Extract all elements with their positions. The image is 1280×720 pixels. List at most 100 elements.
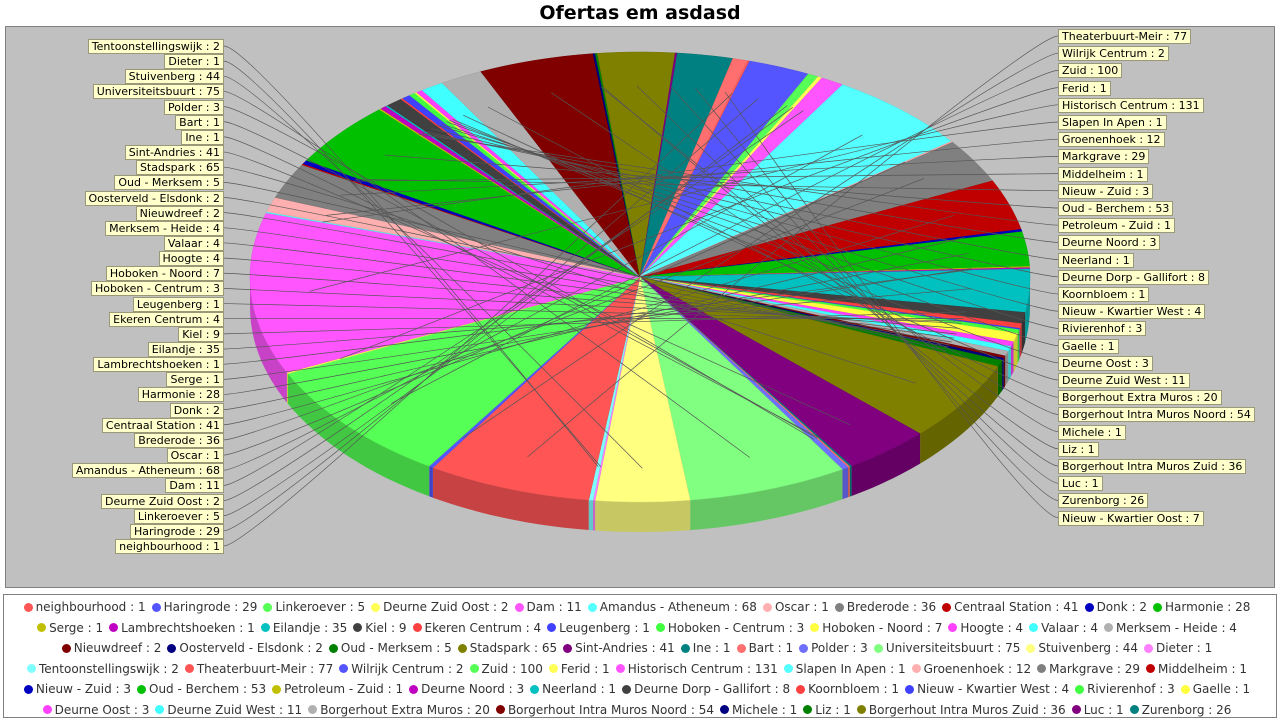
legend-item-oosterveld-elsdonk[interactable]: Oosterveld - Elsdonk : 2: [167, 641, 323, 655]
leader-centraal-station: [223, 215, 955, 426]
legend-label: Ferid : 1: [560, 661, 610, 676]
legend-item-wilrijk-centrum[interactable]: Wilrijk Centrum : 2: [339, 661, 464, 676]
legend-item-middelheim[interactable]: Middelheim : 1: [1146, 662, 1247, 676]
slice-brederode[interactable]: [639, 142, 994, 278]
legend-item-oud-berchem[interactable]: Oud - Berchem : 53: [137, 682, 266, 696]
legend-item-bart[interactable]: Bart : 1: [736, 641, 793, 655]
label-deurne-oost: Deurne Oost : 3: [1058, 355, 1153, 371]
legend-item-nieuwdreef[interactable]: Nieuwdreef : 2: [61, 641, 161, 655]
leader-linkeroever: [223, 105, 788, 516]
slice-borgerhout-extra-muros[interactable]: [441, 71, 641, 278]
slice-stuivenberg[interactable]: [594, 276, 691, 503]
leader-koornbloem: [437, 125, 1059, 295]
legend-swatch: [1037, 664, 1047, 674]
legend-item-petroleum-zuid[interactable]: Petroleum - Zuid : 1: [272, 682, 403, 696]
legend-item-dam[interactable]: Dam : 11: [514, 600, 582, 614]
legend-item-valaar[interactable]: Valaar : 4: [1029, 621, 1098, 635]
legend-item-neerland[interactable]: Neerland : 1: [530, 682, 616, 696]
slice-universiteitsbuurt[interactable]: [639, 276, 843, 501]
label-stadspark: Stadspark : 65: [135, 160, 224, 176]
slice-sint-andries[interactable]: [639, 276, 921, 467]
legend-item-tentoonstellingswijk[interactable]: Tentoonstellingswijk : 2: [27, 662, 179, 676]
legend-item-sint-andries[interactable]: Sint-Andries : 41: [563, 641, 675, 655]
legend-item-liz[interactable]: Liz : 1: [803, 703, 851, 717]
legend-item-markgrave[interactable]: Markgrave : 29: [1037, 662, 1140, 676]
legend-item-deurne-noord[interactable]: Deurne Noord : 3: [409, 682, 524, 696]
legend-label: Wilrijk Centrum : 2: [351, 661, 464, 676]
legend-item-michele[interactable]: Michele : 1: [719, 703, 797, 717]
slice-zurenborg[interactable]: [639, 52, 734, 278]
leader-nieuw-kwartier-west: [441, 123, 1059, 312]
legend-item-zuid[interactable]: Zuid : 100: [469, 662, 543, 676]
legend-item-donk[interactable]: Donk : 2: [1084, 600, 1147, 614]
legend-item-hoboken-centrum[interactable]: Hoboken - Centrum : 3: [655, 621, 804, 635]
slice-harmonie[interactable]: [639, 231, 1030, 278]
legend-item-oscar[interactable]: Oscar : 1: [762, 600, 829, 614]
legend-item-hoogte[interactable]: Hoogte : 4: [948, 621, 1023, 635]
legend-item-nieuw-kwartier-west[interactable]: Nieuw - Kwartier West : 4: [905, 682, 1069, 696]
legend-item-ferid[interactable]: Ferid : 1: [548, 661, 610, 676]
legend-item-leugenberg[interactable]: Leugenberg : 1: [547, 621, 650, 635]
legend-item-lambrechtshoeken[interactable]: Lambrechtshoeken : 1: [109, 621, 255, 635]
label-merksem-heide: Merksem - Heide : 4: [105, 220, 224, 236]
legend-item-ekeren-centrum[interactable]: Ekeren Centrum : 4: [412, 621, 541, 635]
label-gaelle: Gaelle : 1: [1058, 338, 1119, 354]
legend-item-eilandje[interactable]: Eilandje : 35: [260, 621, 347, 635]
legend-item-centraal-station[interactable]: Centraal Station : 41: [942, 600, 1079, 614]
slice-amandus-atheneum[interactable]: [639, 84, 952, 278]
label-eilandje: Eilandje : 35: [147, 342, 224, 357]
slice-oud-berchem[interactable]: [305, 109, 641, 278]
legend-item-linkeroever[interactable]: Linkeroever : 5: [263, 600, 365, 614]
legend-item-serge[interactable]: Serge : 1: [37, 621, 103, 635]
legend-item-brederode[interactable]: Brederode : 36: [834, 600, 936, 614]
leader-dieter: [223, 60, 602, 468]
legend-item-theaterbuurt-meir[interactable]: Theaterbuurt-Meir : 77: [184, 662, 333, 676]
legend-item-merksem-heide[interactable]: Merksem - Heide : 4: [1103, 621, 1237, 635]
label-deurne-noord: Deurne Noord : 3: [1058, 235, 1161, 251]
legend-item-groenenhoek[interactable]: Groenenhoek : 12: [911, 662, 1031, 676]
legend-item-hoboken-noord[interactable]: Hoboken - Noord : 7: [810, 621, 942, 635]
legend-item-koornbloem[interactable]: Koornbloem : 1: [796, 682, 899, 696]
legend-item-oud-merksem[interactable]: Oud - Merksem : 5: [328, 641, 452, 655]
legend-item-borgerhout-extra-muros[interactable]: Borgerhout Extra Muros : 20: [308, 703, 490, 717]
leader-stadspark: [223, 166, 916, 384]
slice-haringrode[interactable]: [639, 60, 809, 278]
legend-item-rivierenhof[interactable]: Rivierenhof : 3: [1075, 682, 1175, 696]
legend-swatch: [803, 705, 813, 715]
legend-item-universiteitsbuurt[interactable]: Universiteitsbuurt : 75: [873, 641, 1020, 655]
legend-item-luc[interactable]: Luc : 1: [1071, 703, 1124, 717]
legend-item-borgerhout-intra-muros-zuid[interactable]: Borgerhout Intra Muros Zuid : 36: [856, 703, 1066, 717]
legend-swatch: [37, 623, 47, 633]
legend-item-stuivenberg[interactable]: Stuivenberg : 44: [1026, 641, 1138, 655]
slice-borgerhout-intra-muros-noord[interactable]: [480, 53, 641, 278]
leader-groenenhoek: [326, 138, 1059, 216]
legend-item-slapen-in-apen[interactable]: Slapen In Apen : 1: [783, 662, 906, 676]
legend-item-deurne-oost[interactable]: Deurne Oost : 3: [42, 703, 149, 717]
slice-nieuw-kwartier-oost[interactable]: [639, 58, 748, 278]
slice-centraal-station[interactable]: [639, 180, 1022, 278]
legend-item-historisch-centrum[interactable]: Historisch Centrum : 131: [615, 662, 778, 676]
legend-item-polder[interactable]: Polder : 3: [799, 641, 868, 655]
legend-item-nieuw-zuid[interactable]: Nieuw - Zuid : 3: [23, 682, 131, 696]
legend-item-borgerhout-intra-muros-noord[interactable]: Borgerhout Intra Muros Noord : 54: [495, 703, 714, 717]
legend-item-ine[interactable]: Ine : 1: [680, 641, 731, 655]
legend-item-kiel[interactable]: Kiel : 9: [353, 621, 407, 635]
legend-item-deurne-zuid-oost[interactable]: Deurne Zuid Oost : 2: [371, 600, 509, 614]
legend-item-deurne-zuid-west[interactable]: Deurne Zuid West : 11: [155, 703, 302, 717]
legend-item-haringrode[interactable]: Haringrode : 29: [151, 600, 257, 614]
legend-item-gaelle[interactable]: Gaelle : 1: [1180, 682, 1250, 696]
slice-markgrave[interactable]: [274, 164, 641, 278]
legend-swatch: [1129, 705, 1139, 715]
leader-zurenborg: [695, 88, 1059, 501]
slice-historisch-centrum[interactable]: [249, 212, 641, 373]
legend-label: Deurne Noord : 3: [421, 682, 525, 697]
legend-item-neighbourhood[interactable]: neighbourhood : 1: [23, 600, 146, 614]
legend-item-zurenborg[interactable]: Zurenborg : 26: [1129, 703, 1231, 717]
legend-item-harmonie[interactable]: Harmonie : 28: [1153, 600, 1250, 614]
legend-item-stadspark[interactable]: Stadspark : 65: [457, 641, 557, 655]
slice-borgerhout-intra-muros-zuid[interactable]: [597, 51, 676, 278]
legend-item-deurne-dorp-gallifort[interactable]: Deurne Dorp - Gallifort : 8: [622, 682, 790, 696]
legend: neighbourhood : 1 Haringrode : 29 Linkeroe…: [3, 594, 1277, 718]
legend-item-amandus-atheneum[interactable]: Amandus - Atheneum : 68: [587, 600, 757, 614]
legend-item-dieter[interactable]: Dieter : 1: [1143, 641, 1212, 655]
